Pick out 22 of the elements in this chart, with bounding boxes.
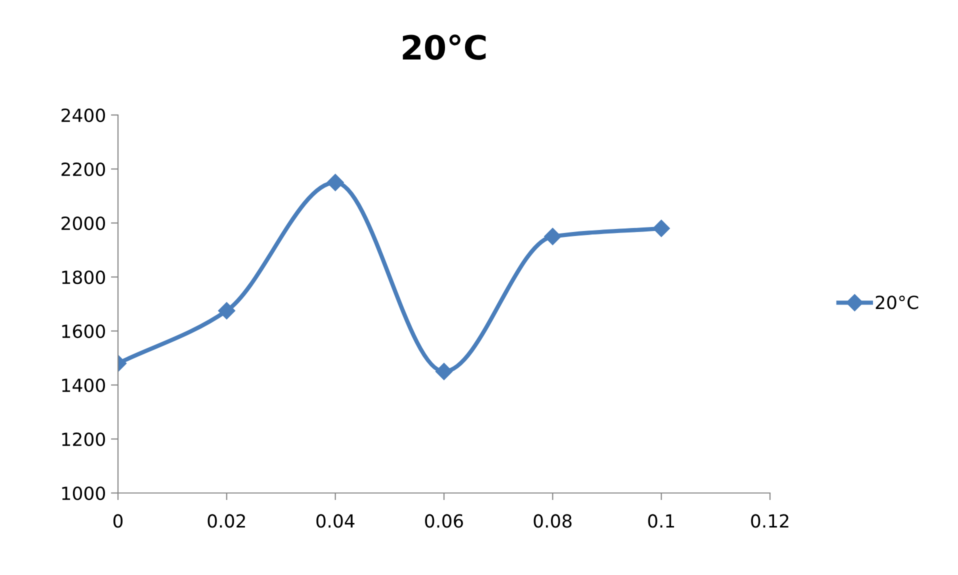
y-tick-label: 1000 <box>62 486 105 500</box>
y-tick-label: 2200 <box>62 162 105 176</box>
point <box>326 174 344 192</box>
x-tick-label: 0.06 <box>425 514 463 528</box>
point <box>652 220 670 237</box>
x-tick-label: 0.1 <box>648 514 674 528</box>
x-tick-label: 0.08 <box>534 514 572 528</box>
chart-title: 20°C <box>402 34 486 60</box>
point <box>544 228 562 246</box>
y-tick-label: 2400 <box>62 108 105 122</box>
x-tick-label: 0.02 <box>208 514 245 528</box>
y-tick-label: 1400 <box>62 378 105 392</box>
y-tick-label: 1800 <box>62 270 105 284</box>
legend-label: 20°C <box>876 296 918 310</box>
y-tick-label: 1600 <box>62 324 105 338</box>
y-tick-label: 1200 <box>62 432 105 446</box>
point <box>435 362 453 380</box>
x-tick-label: 0 <box>113 514 123 528</box>
y-tick-label: 2000 <box>62 216 105 230</box>
x-tick-label: 0.04 <box>316 514 354 528</box>
x-tick-label: 0.12 <box>751 514 788 528</box>
point <box>218 302 236 320</box>
